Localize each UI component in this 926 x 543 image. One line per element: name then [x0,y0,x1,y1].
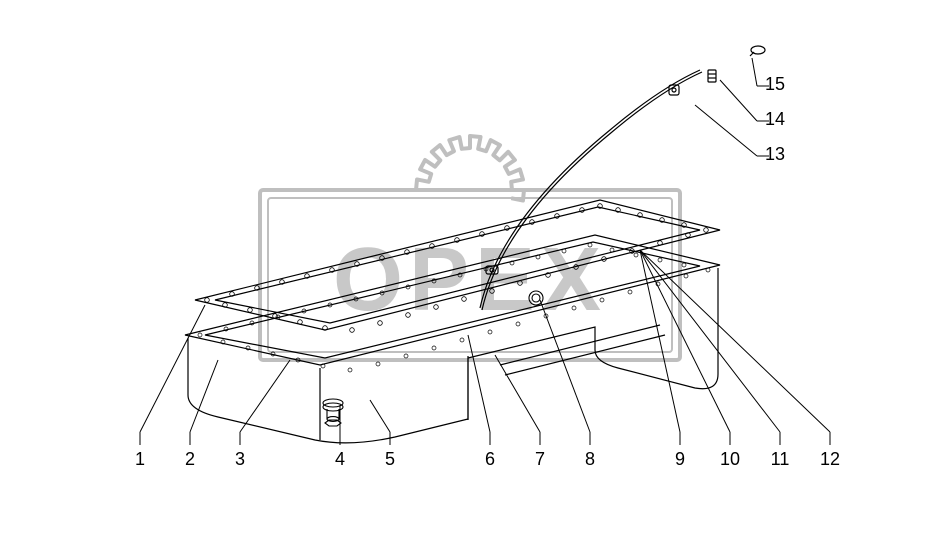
callout-2: 2 [185,449,195,469]
callout-13: 13 [765,144,785,164]
callout-5: 5 [385,449,395,469]
callout-1: 1 [135,449,145,469]
callout-15: 15 [765,74,785,94]
watermark-text: OPEX [333,230,607,330]
callout-11: 11 [771,449,790,469]
callout-3: 3 [235,449,245,469]
callout-14: 14 [765,109,785,129]
callout-4: 4 [335,449,345,469]
callout-9: 9 [675,449,685,469]
diagram-canvas: OPEX 123456789101112131415 [0,0,926,543]
callout-10: 10 [720,449,740,469]
callout-7: 7 [535,449,545,469]
callout-6: 6 [485,449,495,469]
callout-12: 12 [820,449,840,469]
callout-8: 8 [585,449,595,469]
